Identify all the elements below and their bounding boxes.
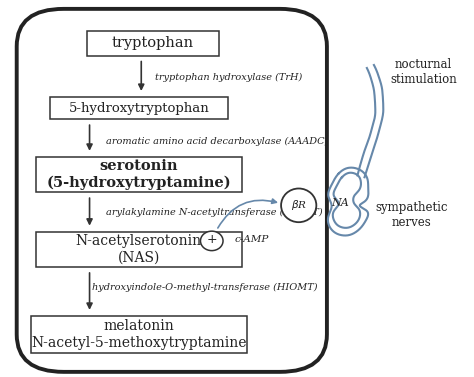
Text: $\beta$R: $\beta$R (291, 198, 307, 212)
Text: melatonin
N-acetyl-5-methoxytryptamine: melatonin N-acetyl-5-methoxytryptamine (31, 319, 246, 350)
FancyBboxPatch shape (36, 231, 242, 267)
Text: sympathetic
nerves: sympathetic nerves (375, 201, 448, 229)
Text: NA: NA (332, 198, 349, 208)
Text: +: + (207, 233, 217, 246)
Text: tryptophan: tryptophan (112, 37, 194, 51)
Text: aromatic amino acid decarboxylase (AAADC): aromatic amino acid decarboxylase (AAADC… (106, 137, 328, 146)
Text: c-AMP: c-AMP (235, 234, 269, 244)
FancyBboxPatch shape (36, 157, 242, 192)
Ellipse shape (281, 188, 316, 222)
FancyBboxPatch shape (50, 97, 228, 119)
FancyBboxPatch shape (87, 31, 219, 56)
Text: arylakylamine N-acetyltransferase (AANAT): arylakylamine N-acetyltransferase (AANAT… (106, 208, 323, 218)
FancyBboxPatch shape (17, 9, 327, 372)
Text: 5-hydroxytryptophan: 5-hydroxytryptophan (69, 101, 210, 115)
Text: tryptophan hydroxylase (TrH): tryptophan hydroxylase (TrH) (155, 73, 302, 82)
Text: nocturnal
stimulation: nocturnal stimulation (390, 58, 456, 86)
Text: N-acetylserotonin
(NAS): N-acetylserotonin (NAS) (76, 234, 202, 265)
Text: hydroxyindole-O-methyl-transferase (HIOMT): hydroxyindole-O-methyl-transferase (HIOM… (92, 283, 318, 292)
Text: serotonin
(5-hydroxytryptamine): serotonin (5-hydroxytryptamine) (46, 159, 231, 190)
FancyBboxPatch shape (31, 316, 247, 353)
Ellipse shape (201, 231, 223, 251)
